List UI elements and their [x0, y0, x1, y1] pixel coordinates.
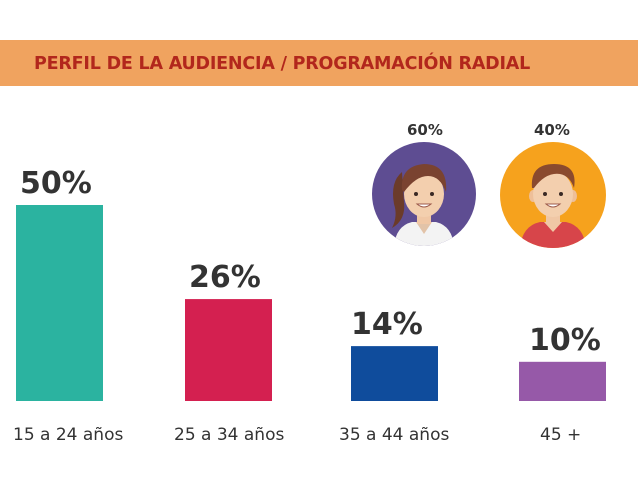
bar-2 [185, 299, 272, 401]
bar-1 [16, 205, 103, 401]
header-band [0, 40, 638, 86]
woman-avatar-icon [372, 142, 476, 251]
category-label-4: 45 + [540, 425, 581, 445]
man-avatar-icon [500, 142, 606, 253]
category-label-2: 25 a 34 años [174, 425, 284, 445]
value-label-1: 50% [20, 166, 92, 201]
category-label-1: 15 a 24 años [13, 425, 123, 445]
female-percentage: 60% [407, 121, 443, 139]
value-label-3: 14% [351, 307, 423, 342]
value-label-4: 10% [529, 323, 601, 358]
male-percentage: 40% [534, 121, 570, 139]
bar-4 [519, 361, 606, 401]
page-title: PERFIL DE LA AUDIENCIA / PROGRAMACIÓN RA… [34, 54, 531, 74]
bar-3 [351, 346, 438, 401]
category-label-3: 35 a 44 años [339, 425, 449, 445]
value-label-2: 26% [189, 260, 261, 295]
